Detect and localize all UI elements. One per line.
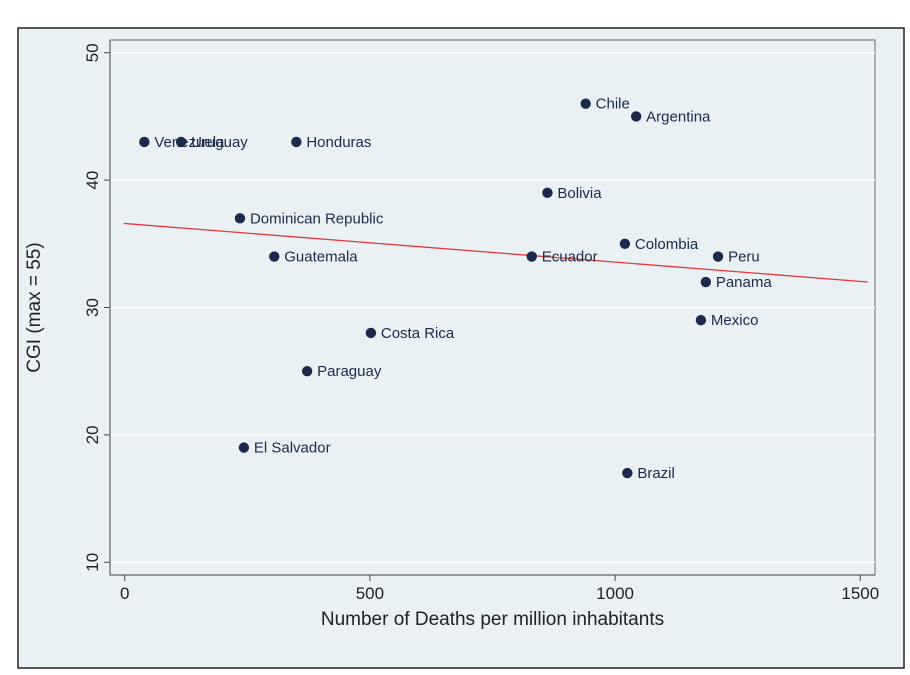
data-point xyxy=(580,98,591,109)
point-label: Peru xyxy=(728,249,760,266)
fit-line-group xyxy=(123,222,868,283)
point-label: Ecuador xyxy=(542,249,598,266)
data-point xyxy=(630,111,642,122)
point-label: Uruguay xyxy=(191,134,248,151)
y-tick-label: 40 xyxy=(83,171,102,190)
point-label: Mexico xyxy=(711,312,759,329)
data-point xyxy=(365,327,377,339)
gridlines xyxy=(110,51,875,564)
data-point xyxy=(712,251,724,262)
point-label: El Salvador xyxy=(254,440,331,457)
point-label: Brazil xyxy=(637,465,675,482)
fit-line xyxy=(123,222,868,283)
y-tick-label: 30 xyxy=(83,298,102,317)
point-label: Dominican Republic xyxy=(250,210,384,227)
point-label: Panama xyxy=(716,274,773,291)
y-axis-title: CGI (max = 55) xyxy=(24,242,45,372)
data-point xyxy=(622,467,633,479)
x-tick-label: 0 xyxy=(120,584,129,603)
y-tick-label: 10 xyxy=(83,553,102,572)
data-point xyxy=(695,315,707,326)
data-point xyxy=(234,213,246,224)
data-point xyxy=(238,442,250,453)
point-label: Bolivia xyxy=(557,185,602,202)
data-point xyxy=(269,251,280,262)
point-label: Chile xyxy=(596,96,630,113)
data-point xyxy=(619,238,631,250)
data-point xyxy=(301,365,313,377)
data-point xyxy=(526,251,537,262)
data-point xyxy=(700,276,712,288)
x-tick-label: 500 xyxy=(356,584,384,603)
point-label: Costa Rica xyxy=(381,325,455,342)
data-point xyxy=(175,136,187,148)
data-point xyxy=(139,136,150,148)
y-tick-label: 20 xyxy=(83,425,102,444)
point-label: Argentina xyxy=(646,108,711,125)
point-label: Honduras xyxy=(306,134,371,151)
y-tick-label: 50 xyxy=(83,43,102,62)
data-points xyxy=(139,98,724,479)
x-axis-title: Number of Deaths per million inhabitants xyxy=(321,609,664,630)
point-label: Venezuela xyxy=(154,134,225,151)
data-point xyxy=(291,136,302,148)
x-tick-label: 1000 xyxy=(596,584,634,603)
x-tick-label: 1500 xyxy=(841,584,879,603)
point-label: Paraguay xyxy=(317,363,382,380)
data-point xyxy=(542,187,553,199)
point-label: Guatemala xyxy=(284,249,358,266)
point-label: Colombia xyxy=(635,236,699,253)
